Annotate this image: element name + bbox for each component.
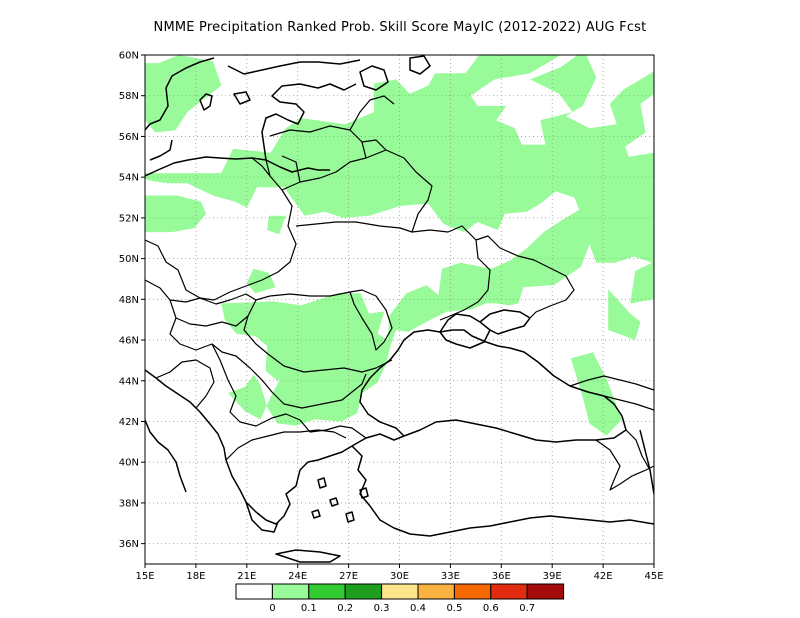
colorbar: 0 0.1 0.2 0.3 0.4 0.5 0.6 0.7 <box>235 583 565 614</box>
border-ukraine <box>411 225 491 321</box>
axis-ticks: 15E 18E 21E 24E 27E 30E 33E 36E 39E 42E 45E 36N 38N 4… <box>119 51 664 583</box>
border-czech <box>145 279 171 301</box>
x-tick-label: 27E <box>339 571 358 582</box>
colorbar-swatch <box>344 583 383 600</box>
border-belarus <box>281 149 433 233</box>
greece-coastline <box>225 445 353 525</box>
x-tick-label: 21E <box>237 571 256 582</box>
border-poland-east <box>213 159 297 301</box>
baltic-east-coastline <box>261 83 357 161</box>
sea-of-marmara <box>351 433 405 447</box>
finland-coastline <box>227 59 361 75</box>
x-tick-label: 33E <box>441 571 460 582</box>
map-title: NMME Precipitation Ranked Prob. Skill Sc… <box>153 20 647 35</box>
colorbar-label: 0.3 <box>374 603 390 614</box>
skill-region-4 <box>145 195 207 233</box>
skill-shading-layer <box>145 55 654 436</box>
lake-onega <box>409 55 431 75</box>
colorbar-swatch <box>453 583 492 600</box>
colorbar-label: 0.2 <box>337 603 353 614</box>
x-tick-label: 30E <box>390 571 409 582</box>
border-balkans <box>169 317 367 409</box>
turkey-west-coastline <box>351 445 654 537</box>
saaremaa-island <box>233 91 251 105</box>
x-tick-label: 18E <box>186 571 205 582</box>
colorbar-label: 0 <box>269 603 275 614</box>
italy-coastline <box>145 419 187 493</box>
crete-island <box>275 549 341 563</box>
colorbar-swatch <box>381 583 419 600</box>
y-tick-label: 42N <box>119 417 139 428</box>
skill-region-5 <box>608 289 641 340</box>
border-croatia-bosnia <box>155 359 215 409</box>
colorbar-label: 0.6 <box>483 603 499 614</box>
black-sea-coastline <box>359 329 627 443</box>
caspian-coastline <box>639 429 654 495</box>
y-tick-label: 60N <box>119 51 139 62</box>
border-turkey-east <box>625 429 651 471</box>
y-tick-label: 40N <box>119 458 139 469</box>
skill-region-3 <box>221 293 385 381</box>
x-tick-label: 24E <box>288 571 307 582</box>
skill-region-2 <box>145 55 654 426</box>
colorbar-swatch <box>526 583 565 600</box>
border-kaliningrad <box>251 157 271 177</box>
border-caucasus <box>569 375 654 491</box>
border-greece-north <box>225 429 347 461</box>
colorbar-swatch <box>235 583 273 600</box>
peloponnese <box>245 501 279 533</box>
y-tick-label: 44N <box>119 376 139 387</box>
x-tick-label: 42E <box>594 571 613 582</box>
y-tick-label: 58N <box>119 91 139 102</box>
x-tick-label: 36E <box>492 571 511 582</box>
x-tick-label: 39E <box>543 571 562 582</box>
colorbar-swatch <box>417 583 455 600</box>
gotland-island <box>199 93 213 111</box>
x-tick-label: 45E <box>644 571 663 582</box>
border-russia-ukraine-east <box>475 235 575 319</box>
colorbar-label: 0.5 <box>446 603 462 614</box>
colorbar-swatch <box>271 583 310 600</box>
x-tick-label: 15E <box>135 571 154 582</box>
lake-ladoga <box>359 65 389 91</box>
y-tick-label: 56N <box>119 132 139 143</box>
y-tick-label: 52N <box>119 213 139 224</box>
y-tick-label: 48N <box>119 295 139 306</box>
skill-region-1 <box>267 215 286 235</box>
sweden-coastline <box>145 57 215 161</box>
colorbar-label: 0.1 <box>301 603 317 614</box>
y-tick-label: 50N <box>119 254 139 265</box>
colorbar-swatch <box>308 583 346 600</box>
border-serbia-bulgaria <box>211 343 367 439</box>
y-tick-label: 54N <box>119 173 139 184</box>
y-tick-label: 36N <box>119 539 139 550</box>
aegean-islands <box>311 477 369 523</box>
y-tick-label: 46N <box>119 336 139 347</box>
border-moldova <box>349 289 393 351</box>
skill-region-7 <box>246 268 276 294</box>
colorbar-swatch <box>490 583 528 600</box>
coastlines-and-borders <box>145 55 654 563</box>
colorbar-label: 0.7 <box>519 603 535 614</box>
y-tick-label: 38N <box>119 498 139 509</box>
border-latvia-russia <box>349 95 395 151</box>
border-romania <box>243 291 393 373</box>
colorbar-label: 0.4 <box>410 603 426 614</box>
